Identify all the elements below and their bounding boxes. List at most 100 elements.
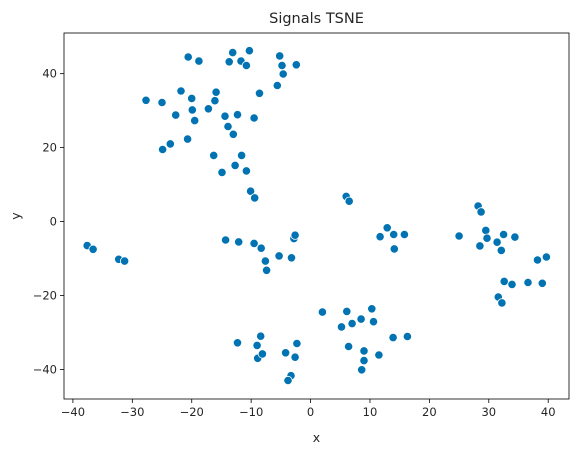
- data-point: [274, 251, 284, 261]
- data-point: [497, 298, 507, 308]
- data-point: [402, 331, 412, 342]
- data-point: [246, 186, 256, 196]
- data-point: [254, 88, 265, 98]
- data-point: [286, 253, 297, 263]
- axes-frame: [63, 32, 570, 400]
- data-point: [277, 60, 287, 71]
- data-point: [171, 110, 181, 120]
- data-point: [359, 355, 369, 366]
- data-point: [374, 350, 384, 360]
- data-point: [244, 46, 254, 56]
- data-point: [187, 93, 197, 104]
- data-point: [280, 348, 291, 358]
- data-point: [241, 60, 251, 71]
- data-point: [476, 207, 486, 217]
- data-point: [523, 277, 533, 288]
- data-point: [190, 116, 200, 126]
- data-point: [257, 349, 267, 359]
- data-point: [347, 318, 357, 329]
- y-tick-label: −40: [33, 362, 57, 376]
- data-point: [203, 104, 213, 114]
- data-point: [342, 306, 352, 316]
- data-point: [209, 150, 219, 160]
- data-point: [158, 144, 168, 155]
- data-point: [499, 276, 509, 286]
- data-point: [283, 375, 293, 386]
- data-point: [389, 229, 399, 240]
- data-point: [356, 314, 366, 324]
- data-point: [357, 365, 367, 375]
- data-point: [210, 96, 220, 106]
- x-tick-label: 30: [481, 405, 496, 419]
- data-point: [454, 231, 464, 241]
- data-point: [510, 232, 520, 242]
- data-point: [211, 87, 221, 97]
- data-point: [344, 196, 354, 206]
- data-point: [183, 134, 193, 144]
- data-point: [252, 340, 262, 350]
- y-tick-label: 20: [42, 141, 57, 155]
- x-tick-label: 20: [422, 405, 437, 419]
- chart-title: Signals TSNE: [269, 11, 364, 27]
- data-point: [141, 95, 151, 105]
- data-point: [256, 331, 266, 341]
- data-point: [88, 244, 98, 254]
- data-point: [228, 129, 238, 139]
- y-tick-label: 40: [42, 67, 57, 81]
- data-point: [537, 278, 547, 288]
- data-point: [343, 341, 354, 352]
- data-point: [290, 352, 300, 362]
- data-point: [507, 279, 517, 289]
- data-point: [260, 256, 270, 266]
- x-tick-label: −40: [61, 405, 85, 419]
- data-point: [292, 338, 302, 349]
- data-point: [232, 338, 243, 348]
- data-point: [241, 166, 251, 176]
- data-point: [217, 167, 227, 177]
- data-point: [165, 139, 175, 149]
- data-point: [389, 244, 399, 254]
- data-point: [272, 80, 282, 91]
- data-point: [278, 69, 288, 79]
- data-point: [221, 235, 231, 245]
- x-tick-label: −20: [180, 405, 204, 419]
- data-points: [82, 46, 552, 386]
- x-axis-ticks: −40 −30 −20 −10 0 10 20 30 40: [61, 399, 556, 419]
- data-point: [336, 322, 347, 332]
- data-point: [237, 150, 247, 160]
- data-point: [224, 57, 234, 67]
- data-point: [399, 229, 409, 240]
- data-point: [359, 346, 369, 356]
- data-point: [183, 52, 193, 62]
- y-tick-label: 0: [50, 215, 57, 229]
- data-point: [275, 51, 285, 61]
- data-point: [249, 238, 259, 248]
- data-point: [194, 56, 204, 66]
- x-axis-label: x: [313, 430, 320, 445]
- x-tick-label: 0: [307, 405, 314, 419]
- data-point: [496, 245, 506, 255]
- data-point: [541, 252, 552, 262]
- data-point: [317, 307, 327, 317]
- y-axis-label: y: [8, 212, 23, 220]
- x-tick-label: −10: [239, 405, 263, 419]
- data-point: [492, 237, 502, 247]
- data-point: [388, 332, 398, 343]
- x-tick-label: 10: [363, 405, 378, 419]
- y-axis-ticks: −40 −20 0 20 40: [33, 67, 64, 376]
- data-point: [176, 86, 186, 96]
- data-point: [261, 265, 272, 275]
- data-point: [223, 121, 233, 132]
- data-point: [157, 97, 167, 108]
- data-point: [367, 304, 377, 314]
- data-point: [291, 60, 301, 70]
- data-point: [475, 241, 485, 251]
- data-point: [249, 113, 259, 123]
- data-point: [481, 225, 491, 235]
- data-point: [228, 47, 238, 58]
- x-tick-label: 40: [541, 405, 556, 419]
- data-point: [234, 237, 244, 247]
- x-tick-label: −30: [120, 405, 144, 419]
- data-point: [498, 229, 509, 240]
